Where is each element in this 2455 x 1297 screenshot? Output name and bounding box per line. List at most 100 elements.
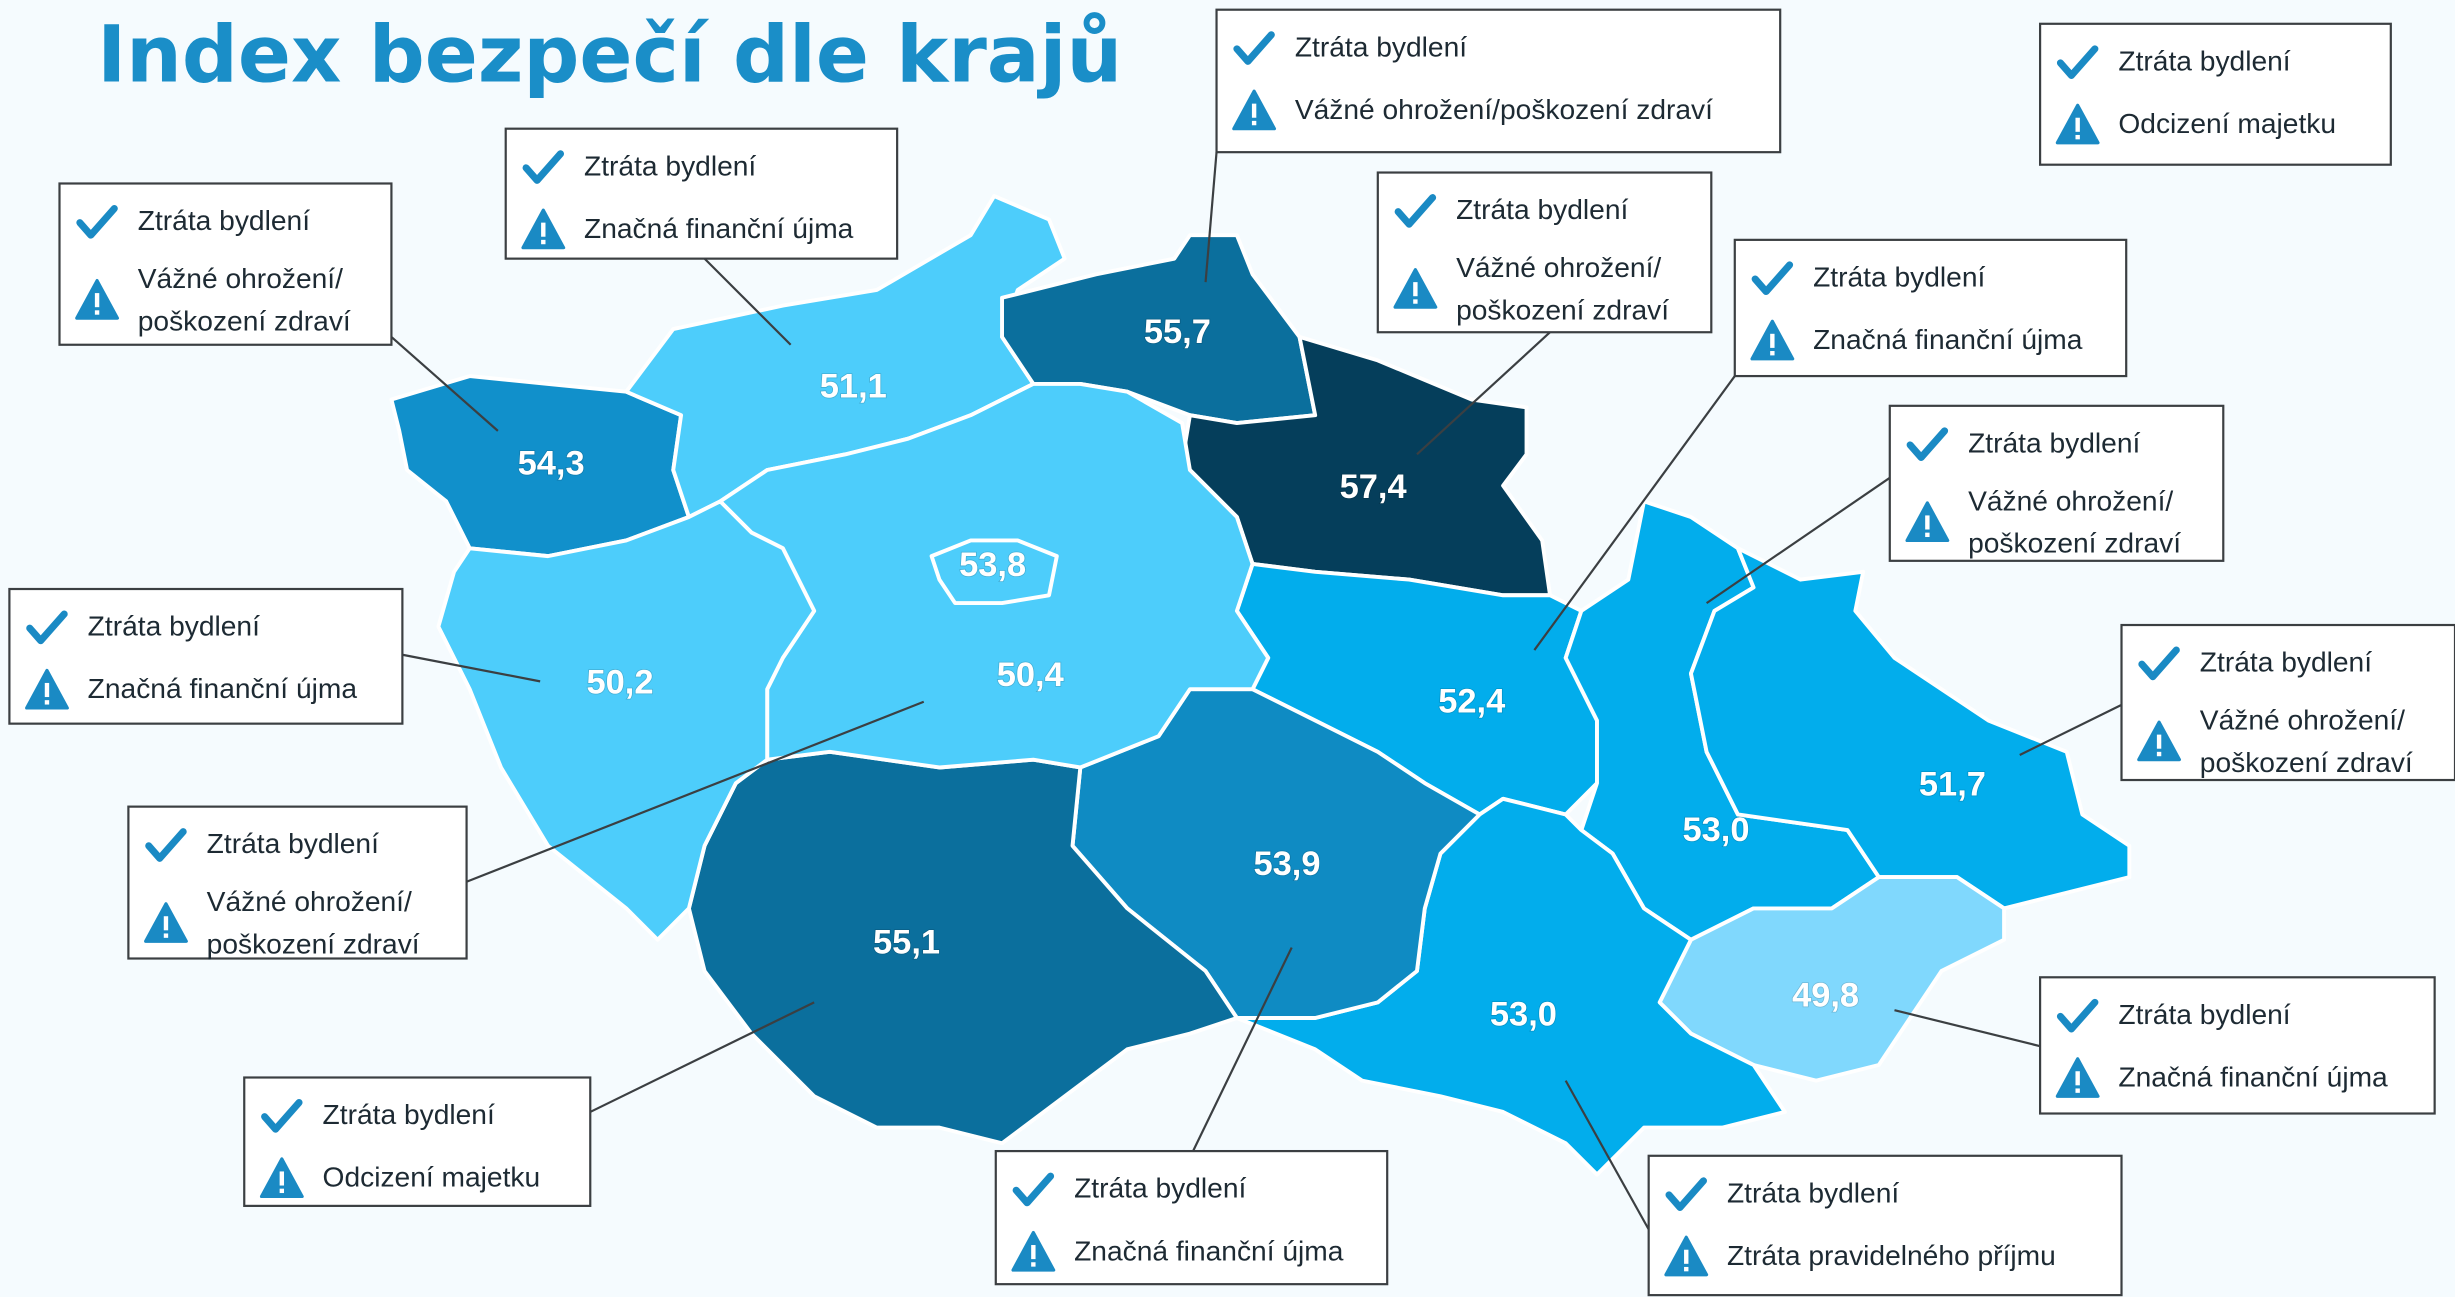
callout-box [8,587,404,725]
callout-text: Vážné ohrožení/ [1456,251,1661,283]
callout: Praha Ztráta bydlení Odcizení majetku [2038,0,2392,166]
callout-text: Ztráta bydlení [1456,193,1628,225]
check-icon [2056,45,2099,79]
leader-line [2019,703,2122,756]
callout-text: Značná finanční újma [1813,323,2083,355]
leader-line [589,1001,815,1113]
region-value: 53,9 [1253,845,1320,883]
leader-line [1894,1009,2041,1048]
region-value: 57,4 [1340,468,1407,506]
callout: Ztráta bydlení Vážné ohrožení/poškození z… [58,182,393,346]
callout-text: Ztráta bydlení [1968,426,2140,458]
check-icon [1665,1177,1707,1211]
callout-text: Ztráta bydlení [323,1098,495,1130]
region-value: 49,8 [1792,977,1859,1015]
leader-line [1705,476,1891,604]
callout-text: Ztráta bydlení [1295,30,1467,62]
check-icon [1751,261,1794,296]
callout: Ztráta bydlení Vážné ohrožení/poškození z… [1215,8,1782,154]
title: Index bezpečí dle krajů [97,10,1122,101]
callout: Ztráta bydlení Značná finanční újma [8,587,404,725]
check-icon [522,150,565,184]
leader-line [466,700,925,883]
warning-dot [1770,351,1775,356]
region [929,538,1059,606]
region-value: 51,1 [820,368,887,406]
check-icon [261,1099,303,1133]
region-value: 50,4 [997,656,1064,694]
callout-text: Ztráta pravidelného příjmu [1727,1239,2056,1271]
callout-text: Odcizení majetku [323,1161,541,1193]
check-icon [76,205,118,239]
callout-text: poškození zdraví [1456,293,1669,325]
callout-text: Ztráta bydlení [207,827,379,859]
warning-dot [1925,532,1930,538]
warning-mark [1684,1249,1689,1264]
warning-mark [1770,333,1775,348]
check-icon [2056,998,2099,1033]
callout-text: poškození zdraví [1968,527,2181,559]
region-value: 52,4 [1438,682,1505,720]
callout-text: Ztráta bydlení [2200,646,2372,678]
region-value: 53,0 [1490,996,1557,1034]
callout-text: Značná finanční újma [88,672,358,704]
callout-box [1647,1154,2123,1297]
warning-dot [1684,1266,1689,1272]
callout-text: Vážné ohrožení/ [207,885,412,917]
callout-text: Vážné ohrožení/poškození zdraví [1295,93,1713,125]
check-icon [1394,194,1437,228]
region-value: 53,0 [1682,811,1749,849]
callout-box [504,127,899,260]
leader-line [1192,947,1293,1152]
callout-text: Značná finanční újma [1074,1234,1344,1266]
callout-text: Ztráta bydlení [584,149,756,181]
warning-dot [2075,134,2080,140]
warning-mark [2156,734,2162,749]
warning-dot [1413,299,1418,304]
callout: Ztráta bydlení Značná finanční újma [1733,238,2128,378]
region-value: 55,1 [873,924,940,962]
warning-mark [44,682,50,698]
warning-mark [1031,1245,1036,1260]
leader-line [402,653,541,683]
warning-dot [541,239,546,245]
callout-text: Vážné ohrožení/ [1968,484,2173,516]
callout-text: Ztráta bydlení [1074,1172,1246,1204]
callout-text: Ztráta bydlení [1813,260,1985,292]
callout-box [994,1149,1389,1286]
callout-box [243,1076,592,1207]
callout-text: Ztráta bydlení [2118,998,2290,1030]
callout-box [1215,8,1782,154]
region-value: 55,7 [1144,313,1211,351]
check-icon [1233,31,1275,65]
callout: Ztráta bydlení Vážné ohrožení/poškození z… [2120,623,2455,782]
region-value: 51,7 [1919,765,1986,803]
callout-text: poškození zdraví [2200,746,2413,778]
warning-mark [1413,282,1418,297]
callout-text: Ztráta bydlení [138,204,310,236]
leader-line [1416,331,1551,456]
callout-text: Ztráta bydlení [1727,1176,1899,1208]
leader-line [390,336,499,432]
callout: Ztráta bydlení Vážné ohrožení/poškození z… [127,805,468,960]
warning-dot [2075,1088,2080,1093]
callout: Ztráta bydlení Značná finanční újma [2038,976,2436,1115]
warning-mark [2075,1071,2080,1086]
region-value: 50,2 [586,664,653,702]
leader-line [1204,152,1218,283]
check-icon [145,828,187,862]
warning-mark [2075,117,2080,132]
leader-line [1564,1080,1650,1230]
callout-text: poškození zdraví [138,304,351,336]
warning-dot [1251,120,1257,126]
warning-dot [2156,751,2162,757]
check-icon [1906,427,1949,462]
callout: Ztráta bydlení Ztráta pravidelného příjmu [1647,1154,2123,1297]
callout: Ztráta bydlení Značná finanční újma [504,127,899,260]
warning-mark [541,222,546,237]
warning-mark [94,293,100,308]
region [436,499,817,942]
region [1688,546,2132,911]
check-icon [26,610,68,645]
